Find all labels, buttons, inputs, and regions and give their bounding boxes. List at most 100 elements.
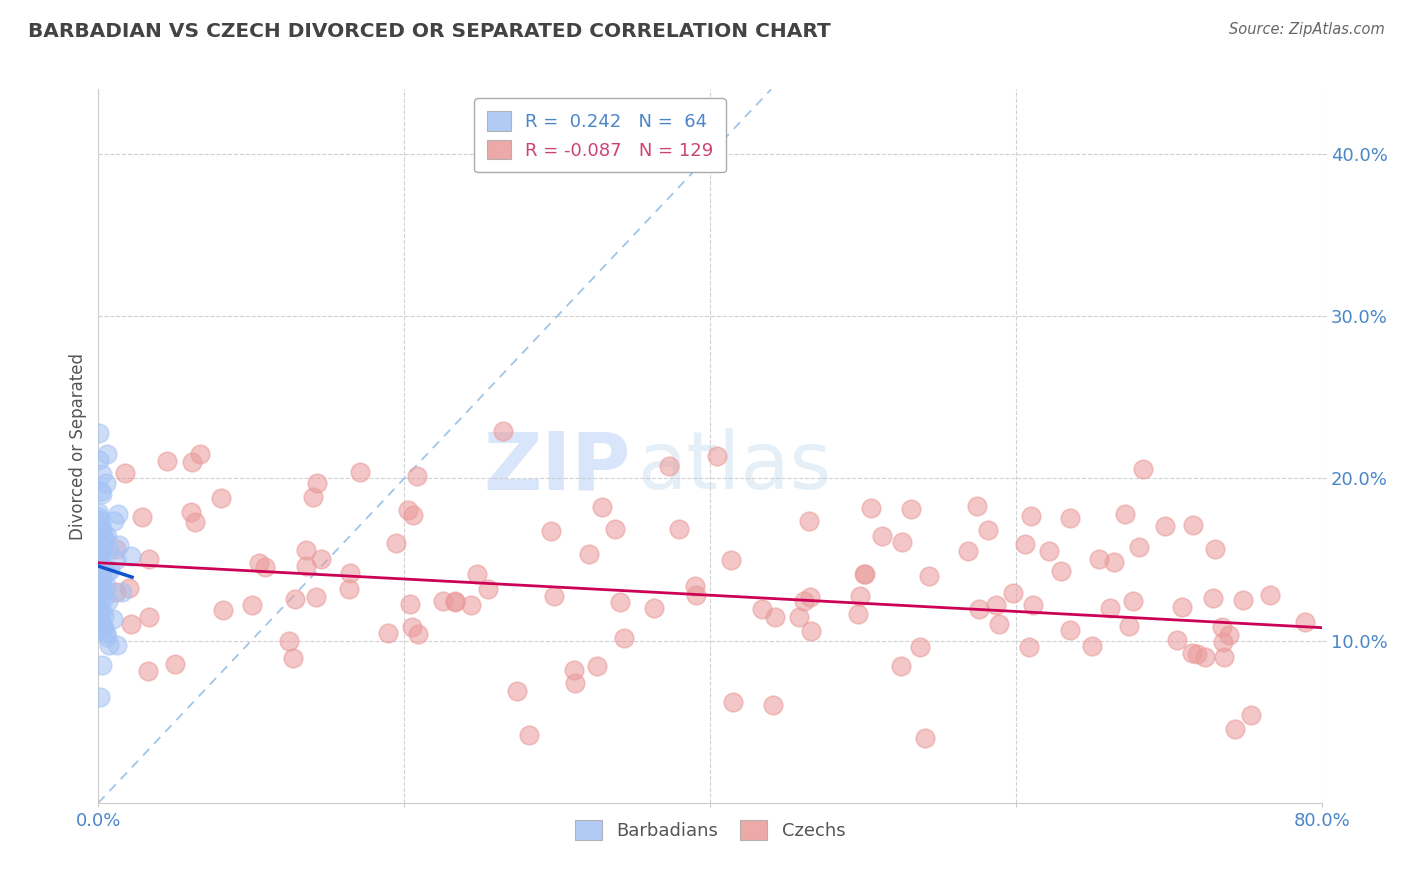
Point bbox=[846, 607, 869, 621]
Point bbox=[89, 425, 111, 440]
Point bbox=[1022, 598, 1045, 612]
Point bbox=[138, 610, 160, 624]
Point bbox=[93, 621, 115, 635]
Point bbox=[90, 561, 112, 575]
Point bbox=[658, 459, 681, 474]
Point bbox=[96, 447, 118, 461]
Point bbox=[91, 605, 114, 619]
Point bbox=[540, 524, 562, 538]
Point bbox=[1211, 620, 1233, 634]
Point bbox=[1213, 649, 1236, 664]
Point bbox=[87, 603, 110, 617]
Point bbox=[105, 585, 128, 599]
Point bbox=[111, 585, 134, 599]
Point bbox=[613, 631, 636, 645]
Point bbox=[105, 553, 128, 567]
Point bbox=[908, 640, 931, 654]
Point bbox=[914, 731, 936, 745]
Point bbox=[105, 638, 128, 652]
Point bbox=[1154, 519, 1177, 533]
Point bbox=[136, 665, 159, 679]
Text: ZIP: ZIP bbox=[484, 428, 630, 507]
Point bbox=[138, 552, 160, 566]
Point bbox=[603, 522, 626, 536]
Point bbox=[1080, 639, 1102, 653]
Point bbox=[1059, 511, 1081, 525]
Point bbox=[849, 589, 872, 603]
Point bbox=[591, 500, 613, 514]
Point bbox=[966, 500, 988, 514]
Point bbox=[517, 728, 540, 742]
Point bbox=[103, 514, 125, 528]
Point bbox=[240, 598, 263, 612]
Point bbox=[311, 551, 333, 566]
Point bbox=[399, 597, 422, 611]
Point bbox=[91, 523, 114, 537]
Point bbox=[1114, 507, 1136, 521]
Point bbox=[799, 514, 821, 528]
Point bbox=[988, 617, 1011, 632]
Point bbox=[1171, 600, 1194, 615]
Point bbox=[1001, 585, 1024, 599]
Point bbox=[401, 620, 423, 634]
Point bbox=[89, 558, 111, 573]
Point bbox=[90, 568, 112, 582]
Point bbox=[609, 595, 631, 609]
Point bbox=[1166, 632, 1188, 647]
Point bbox=[751, 602, 773, 616]
Point bbox=[1240, 707, 1263, 722]
Point bbox=[91, 538, 114, 552]
Point bbox=[114, 466, 136, 480]
Point bbox=[1018, 640, 1040, 654]
Point bbox=[90, 467, 112, 481]
Point bbox=[188, 447, 211, 461]
Point bbox=[295, 559, 318, 574]
Point bbox=[91, 559, 114, 574]
Point bbox=[402, 508, 425, 522]
Point bbox=[1260, 588, 1282, 602]
Point bbox=[89, 613, 111, 627]
Point bbox=[1059, 623, 1081, 637]
Point bbox=[890, 535, 912, 549]
Point bbox=[295, 543, 318, 558]
Point bbox=[89, 578, 111, 592]
Point bbox=[870, 528, 893, 542]
Point bbox=[977, 523, 1000, 537]
Point bbox=[706, 449, 728, 463]
Point bbox=[377, 626, 399, 640]
Point bbox=[1187, 647, 1209, 661]
Point bbox=[1102, 555, 1125, 569]
Point bbox=[93, 609, 115, 624]
Point bbox=[1038, 544, 1060, 558]
Point bbox=[956, 544, 979, 558]
Point bbox=[683, 579, 706, 593]
Point bbox=[87, 513, 110, 527]
Point bbox=[1194, 649, 1216, 664]
Point bbox=[984, 598, 1007, 612]
Point bbox=[165, 657, 187, 671]
Point bbox=[465, 566, 488, 581]
Point bbox=[685, 587, 707, 601]
Point bbox=[105, 541, 128, 556]
Point bbox=[1128, 540, 1150, 554]
Point bbox=[443, 595, 465, 609]
Point bbox=[1218, 627, 1240, 641]
Point bbox=[90, 583, 112, 598]
Point bbox=[492, 424, 515, 438]
Point bbox=[87, 546, 110, 560]
Point bbox=[1232, 592, 1254, 607]
Point bbox=[852, 567, 875, 582]
Point bbox=[578, 547, 600, 561]
Point bbox=[1099, 600, 1122, 615]
Point bbox=[90, 575, 112, 590]
Point bbox=[443, 594, 465, 608]
Point bbox=[87, 544, 110, 558]
Point bbox=[93, 591, 115, 605]
Point bbox=[281, 650, 304, 665]
Point bbox=[396, 502, 419, 516]
Point bbox=[763, 610, 786, 624]
Point bbox=[131, 510, 153, 524]
Point bbox=[460, 598, 482, 612]
Point bbox=[89, 548, 111, 562]
Point bbox=[787, 610, 810, 624]
